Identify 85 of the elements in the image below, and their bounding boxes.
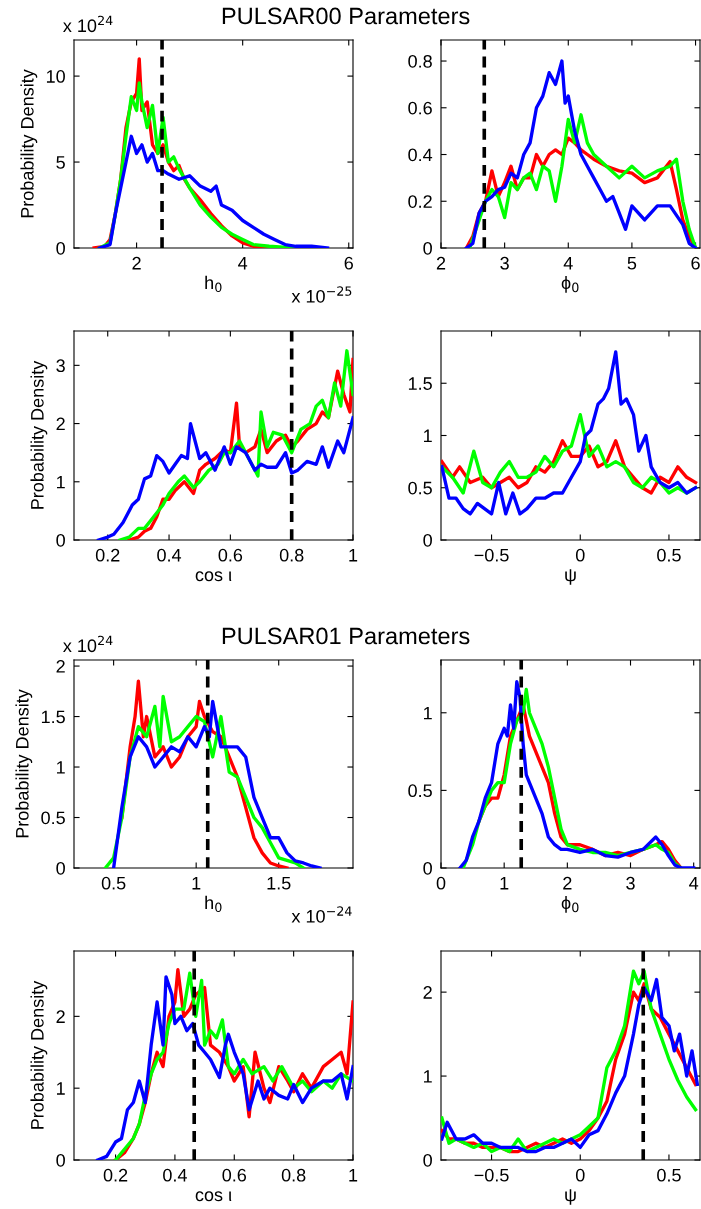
x-tick-label: 5 [627, 257, 637, 270]
x-tick-label: −0.5 [474, 548, 509, 562]
x-tick-label: 0.5 [101, 876, 126, 890]
x-tick-label: 2 [436, 256, 446, 270]
x-tick-label: 0 [575, 548, 585, 562]
y-tick-label: 0 [56, 241, 65, 255]
x-tick-label: 6 [344, 256, 353, 270]
y-tick-label: 3 [56, 359, 65, 373]
y-tick-label: 0.8 [408, 54, 432, 68]
x-tick-label: 3 [626, 876, 635, 890]
x-tick-label: 1 [192, 877, 201, 890]
x-tick-label: 2 [132, 256, 141, 270]
line-series [96, 416, 353, 540]
y-tick-label: 0 [423, 1153, 432, 1167]
y-tick-label: 0 [423, 861, 432, 875]
chart-title: PULSAR01 Parameters [222, 627, 470, 645]
x-axis-title: ϕ$_{0}$ [561, 275, 579, 293]
chart-title: PULSAR00 Parameters [222, 7, 470, 25]
y-tick-label: 0 [423, 533, 432, 547]
y-tick-label: 0.5 [41, 811, 65, 825]
y-axis-title: Probability Density [30, 360, 48, 509]
y-tick-label: 0 [56, 861, 65, 875]
x-tick-label: 4 [563, 257, 573, 270]
y-tick-label: 5 [56, 156, 65, 169]
x-axis-title: ψ [565, 1189, 576, 1205]
x-axis-title: h$_{0}$ [205, 895, 222, 913]
y-tick-label: 0 [56, 533, 65, 547]
x-tick-label: −0.5 [474, 1168, 509, 1182]
x-axis-title: h$_{0}$ [205, 275, 222, 293]
y-tick-label: 10 [46, 70, 65, 83]
x-tick-label: 3 [500, 256, 509, 270]
text: x 10$^{24}$ [63, 635, 113, 653]
x-tick-label: 0 [436, 876, 446, 890]
y-tick-label: 1 [424, 706, 432, 720]
y-tick-label: 2 [423, 986, 432, 999]
y-tick-label: 0.4 [408, 148, 433, 162]
x-axis-title: cos ι [195, 571, 232, 582]
x-tick-label: 0.8 [281, 1168, 306, 1182]
x-tick-label: 6 [691, 256, 700, 270]
x-tick-label: 1.5 [267, 877, 291, 890]
text: x 10$^{24}$ [63, 15, 113, 33]
x-tick-label: 0.4 [157, 548, 182, 562]
y-tick-label: 1 [57, 1082, 65, 1095]
x-tick-label: 0.2 [103, 1168, 128, 1182]
x-tick-label: 0.5 [657, 548, 681, 562]
y-tick-label: 2 [56, 1010, 65, 1023]
y-tick-label: 2 [56, 417, 65, 431]
y-tick-label: 1 [424, 1070, 432, 1083]
x-tick-label: 0.6 [218, 548, 243, 562]
y-tick-label: 0 [56, 1153, 65, 1167]
y-tick-label: 1.5 [41, 710, 65, 724]
y-tick-label: 0.2 [408, 195, 432, 208]
text: x 10$^{−24}$ [291, 906, 352, 923]
x-axis-title: cos ι [195, 1191, 232, 1202]
y-tick-label: 0.5 [408, 784, 432, 798]
y-axis-title: Probability Density [20, 69, 38, 218]
line-series [464, 59, 698, 248]
x-tick-label: 4 [238, 257, 248, 270]
y-tick-label: 0.6 [408, 101, 432, 115]
y-tick-label: 1 [57, 475, 65, 489]
x-axis-title: ϕ$_{0}$ [561, 895, 579, 913]
y-tick-label: 1.5 [408, 377, 432, 390]
x-tick-label: 1 [349, 549, 358, 562]
x-tick-label: 1 [349, 1169, 358, 1182]
x-tick-label: 0.5 [657, 1168, 681, 1182]
x-tick-label: 0.8 [279, 548, 304, 562]
text: x 10$^{−25}$ [291, 286, 352, 303]
y-tick-label: 0 [423, 241, 432, 255]
x-tick-label: 0 [575, 1168, 585, 1182]
line-series [441, 350, 698, 516]
x-tick-label: 4 [689, 877, 699, 890]
line-series [467, 113, 698, 248]
x-tick-label: 0.4 [163, 1168, 187, 1182]
y-tick-label: 1 [424, 429, 432, 443]
y-tick-label: 2 [56, 659, 65, 673]
y-axis-title: Probability Density [15, 689, 33, 838]
x-tick-label: 2 [563, 876, 572, 890]
y-tick-label: 0.5 [408, 481, 432, 495]
x-tick-label: 0.6 [222, 1168, 247, 1182]
y-tick-label: 1 [57, 761, 65, 774]
x-tick-label: 1 [500, 877, 509, 890]
x-tick-label: 0.2 [95, 548, 120, 562]
x-axis-title: ψ [565, 569, 576, 585]
y-axis-title: Probability Density [30, 980, 48, 1129]
line-series [97, 134, 330, 248]
